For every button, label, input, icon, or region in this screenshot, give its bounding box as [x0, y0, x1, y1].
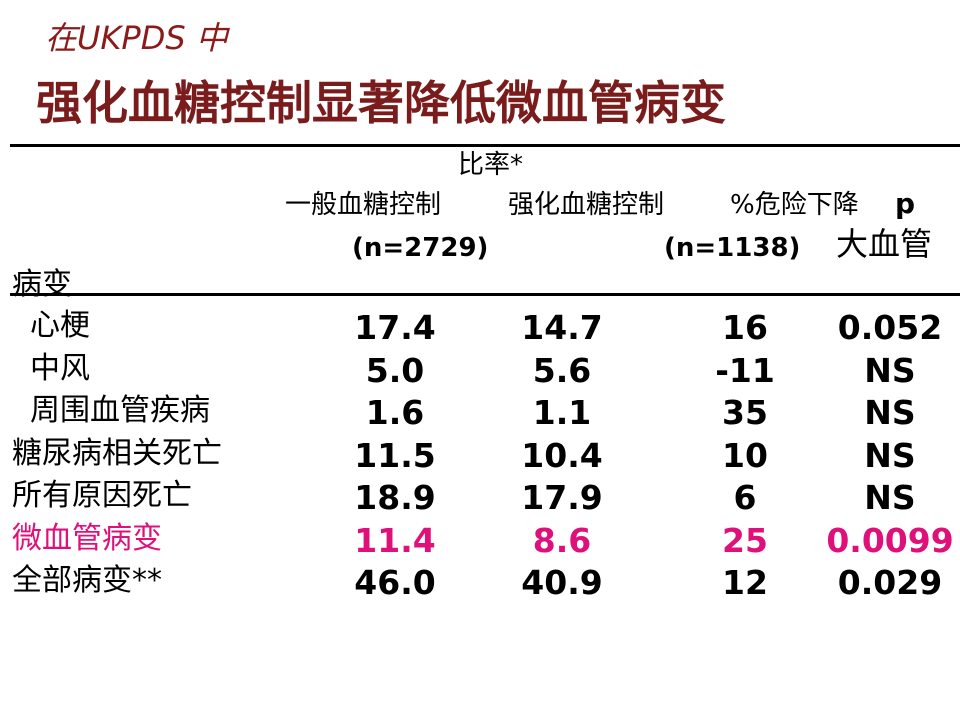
column-header: %危险下降: [730, 190, 859, 220]
cell-value: 35: [722, 393, 768, 432]
cell-value: 14.7: [521, 308, 603, 347]
cell-value: 11.5: [354, 435, 436, 475]
cell-value: 40.9: [521, 563, 603, 602]
cell-value: 5.6: [532, 350, 592, 390]
cell-value: 17.4: [354, 308, 436, 347]
cell-value: 0.0099: [826, 520, 954, 560]
cell-value: 16: [722, 308, 768, 347]
cell-value: 25: [722, 520, 768, 560]
cell-value: 1.1: [532, 393, 592, 432]
header-rule: [10, 293, 960, 296]
column-header: 强化血糖控制: [508, 190, 665, 220]
cell-value: 6: [733, 478, 757, 517]
subtitle: 在UKPDS 中: [45, 19, 228, 57]
cell-value: 12: [722, 563, 768, 602]
sample-size: (n=2729): [352, 233, 489, 263]
row-label: 糖尿病相关死亡: [12, 435, 222, 471]
cell-value: 10: [722, 435, 768, 475]
cell-value: 10.4: [521, 435, 603, 475]
cell-value: 1.6: [365, 393, 425, 432]
cell-value: NS: [864, 435, 916, 475]
cell-value: NS: [864, 393, 916, 432]
row-label: 心梗: [30, 308, 90, 343]
title: 强化血糖控制显著降低微血管病变: [36, 76, 726, 130]
top-rule: [10, 144, 960, 147]
cell-value: 0.029: [837, 563, 943, 602]
cell-value: 46.0: [354, 563, 436, 602]
cell-value: 8.6: [532, 520, 592, 560]
row-label: 中风: [30, 350, 90, 386]
sample-size: (n=1138): [664, 233, 801, 263]
cell-value: -11: [715, 350, 775, 390]
row-label: 全部病变**: [12, 563, 162, 598]
cell-value: NS: [864, 478, 916, 517]
cell-value: 5.0: [365, 350, 425, 390]
ratio-label: 比率*: [458, 150, 524, 180]
cell-value: NS: [864, 350, 916, 390]
cell-value: 0.052: [837, 308, 943, 347]
cell-value: 17.9: [521, 478, 603, 517]
row-label: 所有原因死亡: [12, 478, 192, 513]
group-label: 大血管: [836, 225, 933, 263]
column-header: p: [895, 187, 916, 220]
cell-value: 11.4: [354, 520, 436, 560]
row-label: 周围血管疾病: [30, 393, 210, 428]
cell-value: 18.9: [354, 478, 436, 517]
column-header: 一般血糖控制: [285, 190, 442, 220]
row-label: 微血管病变: [12, 520, 162, 556]
